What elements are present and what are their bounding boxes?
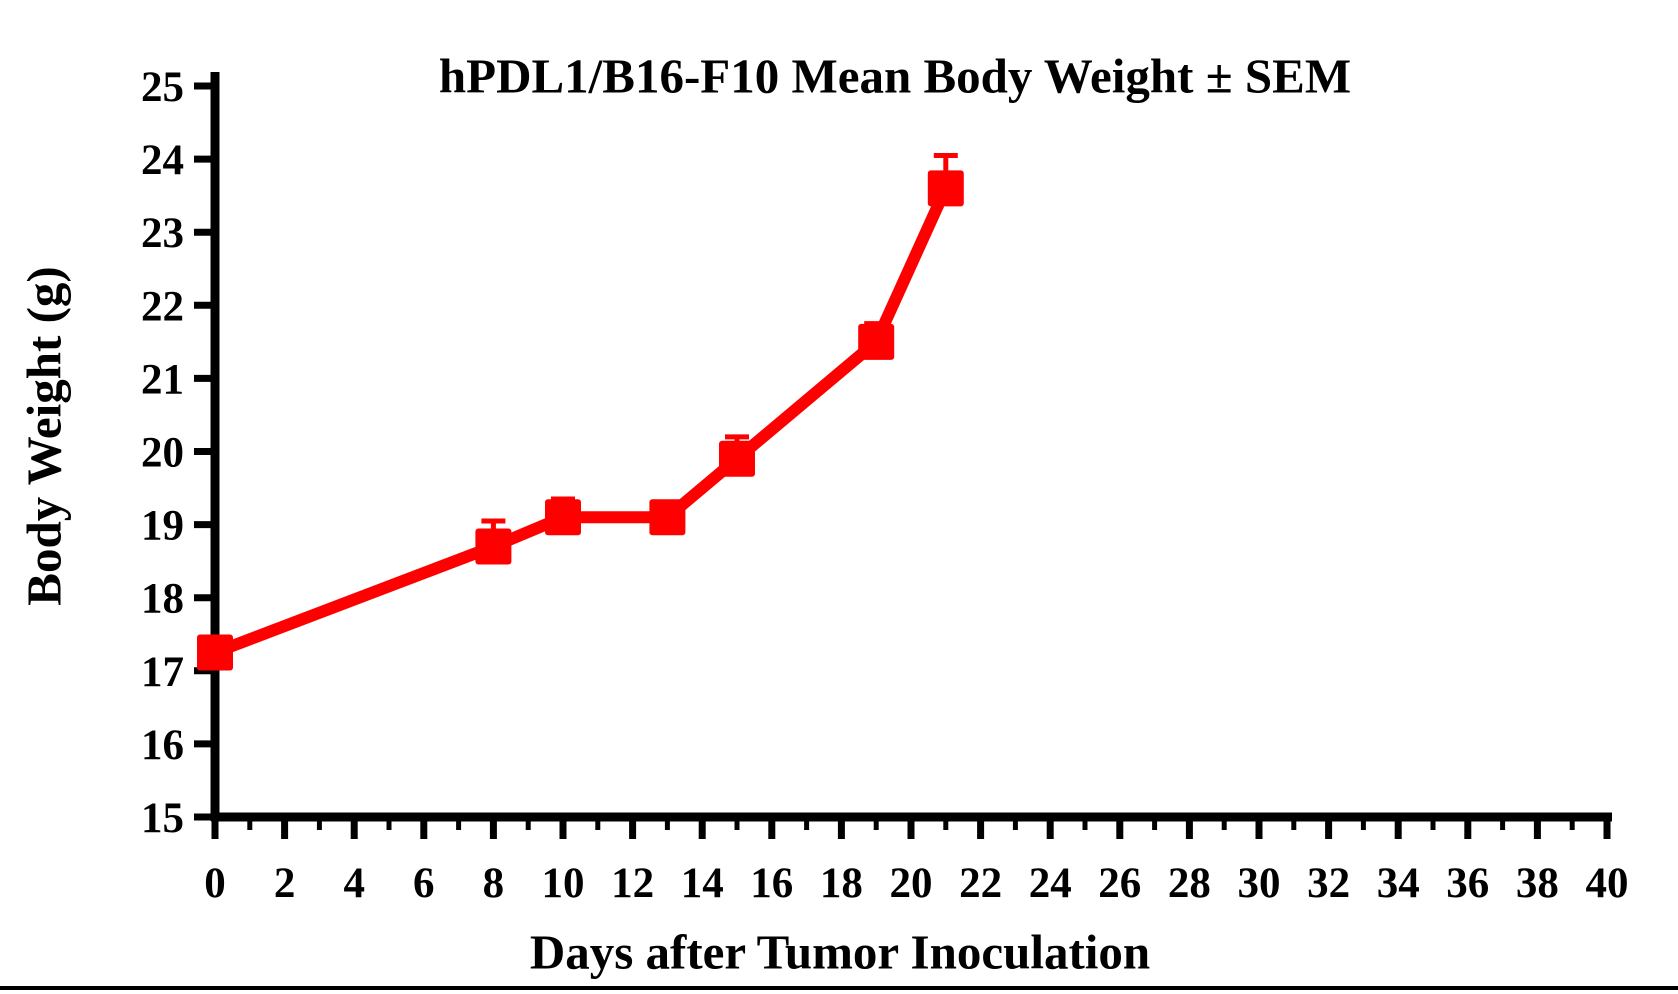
y-tick-label: 24 [141, 137, 184, 184]
x-tick-label: 24 [1029, 860, 1072, 907]
x-tick-label: 14 [681, 860, 724, 907]
x-tick-label: 26 [1098, 860, 1141, 907]
x-tick-label: 12 [611, 860, 654, 907]
x-tick-label: 10 [542, 860, 585, 907]
chart-title: hPDL1/B16-F10 Mean Body Weight ± SEM [438, 48, 1352, 104]
x-tick-label: 28 [1168, 860, 1211, 907]
y-tick-label: 16 [141, 722, 184, 769]
x-tick-label: 2 [274, 860, 296, 907]
x-tick-label: 4 [343, 860, 365, 907]
y-tick-label: 22 [141, 283, 184, 330]
y-tick-label: 18 [141, 576, 184, 623]
y-tick-label: 17 [141, 649, 184, 696]
x-tick-label: 40 [1586, 860, 1629, 907]
y-tick-label: 21 [141, 356, 184, 403]
x-tick-label: 20 [890, 860, 933, 907]
y-tick-label: 25 [141, 64, 184, 111]
x-tick-label: 8 [483, 860, 505, 907]
x-tick-label: 22 [959, 860, 1002, 907]
x-tick-label: 18 [820, 860, 863, 907]
x-tick-label: 30 [1238, 860, 1281, 907]
x-tick-label: 0 [204, 860, 226, 907]
y-tick-label: 15 [141, 795, 184, 842]
data-point-marker [197, 634, 233, 671]
series-line [212, 185, 952, 659]
data-point-marker [858, 323, 895, 360]
y-tick-label: 23 [141, 210, 184, 257]
data-point-marker [545, 499, 581, 536]
x-tick-label: 32 [1307, 860, 1350, 907]
y-tick-label: 19 [141, 503, 184, 550]
bottom-rule [0, 986, 1678, 990]
data-point-marker [649, 499, 686, 536]
x-tick-label: 34 [1377, 860, 1420, 907]
x-axis-title: Days after Tumor Inoculation [529, 924, 1151, 980]
data-point-marker [719, 440, 755, 477]
data-point-marker [927, 170, 964, 207]
data-point-marker [475, 528, 512, 565]
x-tick-label: 6 [413, 860, 435, 907]
x-tick-label: 38 [1516, 860, 1559, 907]
x-tick-label: 16 [750, 860, 793, 907]
x-tick-label: 36 [1446, 860, 1489, 907]
y-tick-label: 20 [141, 430, 184, 477]
